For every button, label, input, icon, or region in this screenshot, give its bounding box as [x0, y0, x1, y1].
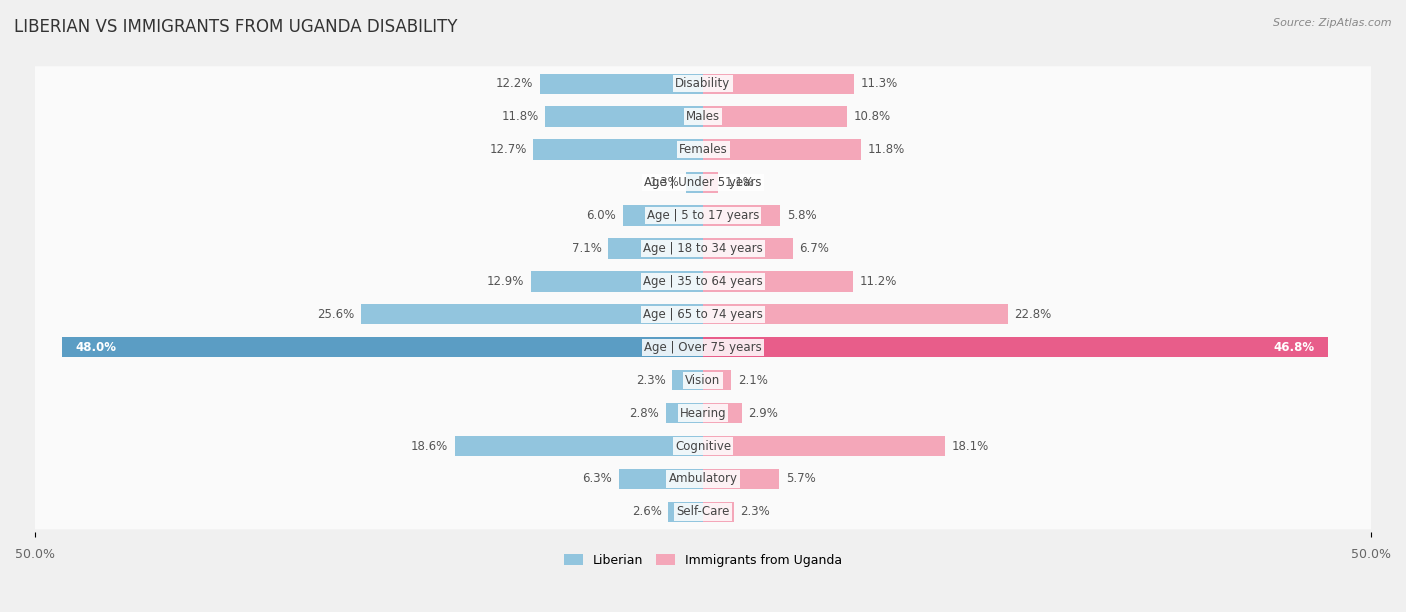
Text: 48.0%: 48.0% [75, 341, 117, 354]
Text: 12.7%: 12.7% [489, 143, 527, 156]
Text: 12.9%: 12.9% [486, 275, 524, 288]
Bar [703, 205, 780, 226]
Bar [62, 337, 703, 357]
Text: 22.8%: 22.8% [1014, 308, 1052, 321]
Text: 2.1%: 2.1% [738, 374, 768, 387]
Legend: Liberian, Immigrants from Uganda: Liberian, Immigrants from Uganda [560, 549, 846, 572]
Text: LIBERIAN VS IMMIGRANTS FROM UGANDA DISABILITY: LIBERIAN VS IMMIGRANTS FROM UGANDA DISAB… [14, 18, 457, 36]
Text: Age | 18 to 34 years: Age | 18 to 34 years [643, 242, 763, 255]
Text: 25.6%: 25.6% [318, 308, 354, 321]
Bar [361, 304, 703, 324]
Bar [686, 173, 703, 193]
Bar [530, 271, 703, 291]
Text: 46.8%: 46.8% [1274, 341, 1315, 354]
Text: Disability: Disability [675, 77, 731, 90]
Bar [623, 205, 703, 226]
Bar [454, 436, 703, 456]
Text: Cognitive: Cognitive [675, 439, 731, 452]
Bar [703, 304, 1008, 324]
Bar [533, 140, 703, 160]
Bar [703, 436, 945, 456]
Text: 10.8%: 10.8% [853, 110, 891, 123]
Bar [703, 173, 717, 193]
FancyBboxPatch shape [34, 461, 1372, 496]
Text: 11.2%: 11.2% [859, 275, 897, 288]
Text: Age | 35 to 64 years: Age | 35 to 64 years [643, 275, 763, 288]
Text: Age | 65 to 74 years: Age | 65 to 74 years [643, 308, 763, 321]
FancyBboxPatch shape [34, 132, 1372, 167]
FancyBboxPatch shape [34, 494, 1372, 529]
Text: 7.1%: 7.1% [572, 242, 602, 255]
Text: Males: Males [686, 110, 720, 123]
Text: 2.9%: 2.9% [748, 406, 779, 420]
Text: Hearing: Hearing [679, 406, 727, 420]
Text: 11.8%: 11.8% [868, 143, 904, 156]
Text: 18.6%: 18.6% [411, 439, 449, 452]
Text: Age | 5 to 17 years: Age | 5 to 17 years [647, 209, 759, 222]
Bar [703, 502, 734, 522]
FancyBboxPatch shape [34, 428, 1372, 463]
FancyBboxPatch shape [34, 297, 1372, 332]
FancyBboxPatch shape [34, 165, 1372, 200]
Text: 2.8%: 2.8% [628, 406, 659, 420]
Text: Females: Females [679, 143, 727, 156]
Bar [703, 403, 742, 424]
Text: 2.6%: 2.6% [631, 506, 662, 518]
Text: Age | Under 5 years: Age | Under 5 years [644, 176, 762, 189]
Text: Vision: Vision [685, 374, 721, 387]
Bar [703, 140, 860, 160]
FancyBboxPatch shape [34, 264, 1372, 299]
Text: 12.2%: 12.2% [496, 77, 533, 90]
Bar [668, 502, 703, 522]
Text: 2.3%: 2.3% [741, 506, 770, 518]
Bar [540, 73, 703, 94]
FancyBboxPatch shape [34, 363, 1372, 398]
Text: 1.3%: 1.3% [650, 176, 679, 189]
Text: 18.1%: 18.1% [952, 439, 988, 452]
Text: Self-Care: Self-Care [676, 506, 730, 518]
FancyBboxPatch shape [34, 231, 1372, 266]
Text: 1.1%: 1.1% [724, 176, 754, 189]
Text: Source: ZipAtlas.com: Source: ZipAtlas.com [1274, 18, 1392, 28]
Text: 11.8%: 11.8% [502, 110, 538, 123]
Bar [703, 469, 779, 489]
FancyBboxPatch shape [34, 395, 1372, 430]
FancyBboxPatch shape [34, 66, 1372, 101]
Text: 6.7%: 6.7% [799, 242, 830, 255]
Bar [609, 238, 703, 259]
Bar [703, 73, 853, 94]
Text: 2.3%: 2.3% [636, 374, 665, 387]
FancyBboxPatch shape [34, 198, 1372, 233]
FancyBboxPatch shape [34, 99, 1372, 134]
Text: 6.3%: 6.3% [582, 472, 612, 485]
Bar [546, 106, 703, 127]
Text: 5.8%: 5.8% [787, 209, 817, 222]
Bar [672, 370, 703, 390]
Bar [703, 106, 848, 127]
Text: 5.7%: 5.7% [786, 472, 815, 485]
Bar [703, 271, 852, 291]
Text: 6.0%: 6.0% [586, 209, 616, 222]
Bar [703, 370, 731, 390]
Bar [703, 337, 1329, 357]
Bar [665, 403, 703, 424]
Bar [619, 469, 703, 489]
Bar [703, 238, 793, 259]
Text: 11.3%: 11.3% [860, 77, 898, 90]
Text: Age | Over 75 years: Age | Over 75 years [644, 341, 762, 354]
Text: Ambulatory: Ambulatory [668, 472, 738, 485]
FancyBboxPatch shape [34, 330, 1372, 365]
